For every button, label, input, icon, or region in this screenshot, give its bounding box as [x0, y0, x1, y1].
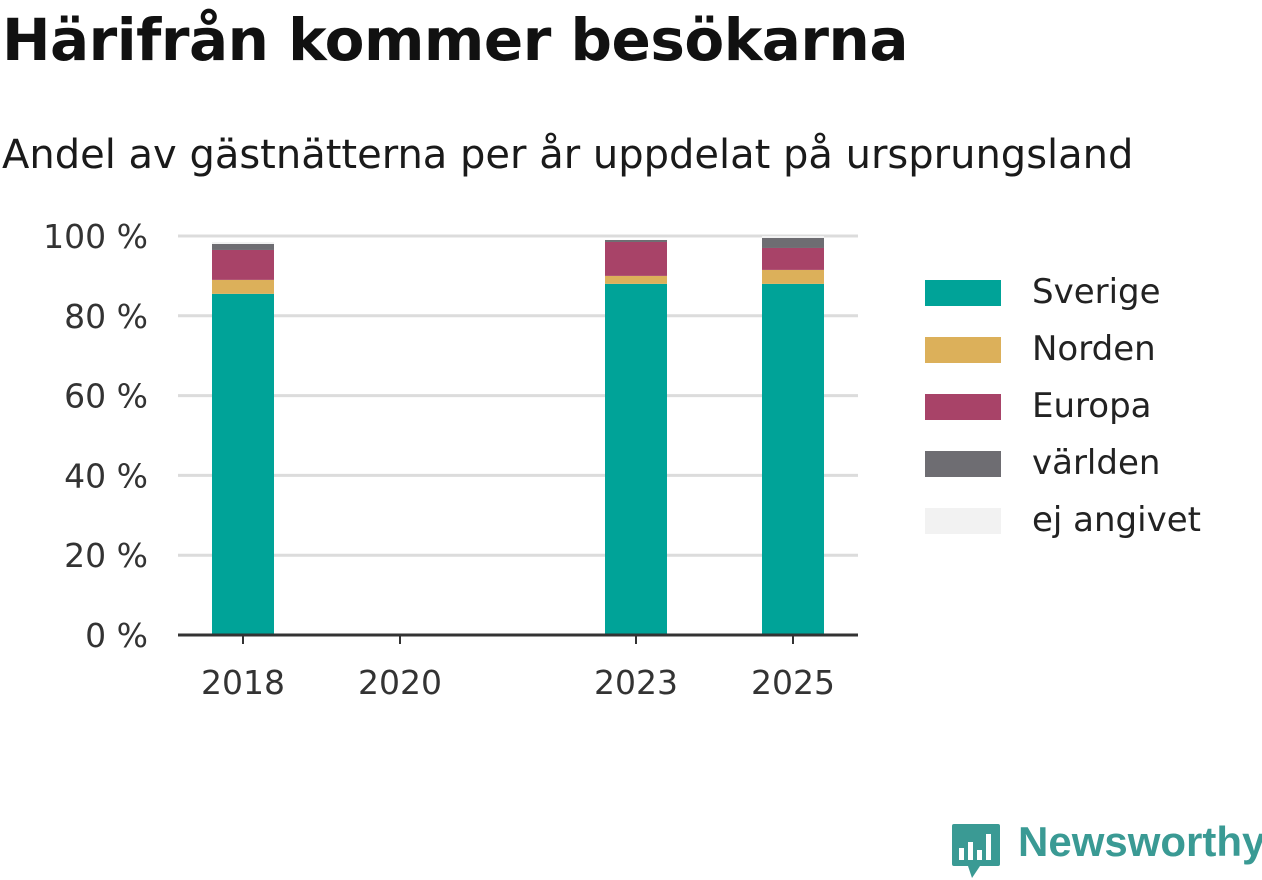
bar-segment-världen-2018	[212, 243, 274, 250]
bar-segment-norden-2025	[762, 269, 824, 284]
x-tick-label: 2023	[594, 663, 678, 702]
bar-segment-europa-2023	[605, 241, 667, 276]
legend-label: världen	[1032, 443, 1161, 483]
legend-swatch	[925, 337, 1001, 363]
bar-segment-europa-2025	[762, 247, 824, 270]
chart-title: Härifrån kommer besökarna	[2, 6, 908, 74]
bar-segment-norden-2023	[605, 275, 667, 284]
bar-segment-europa-2018	[212, 249, 274, 280]
bar-segment-ej-angivet-2025	[762, 236, 824, 238]
legend-swatch	[925, 394, 1001, 420]
legend-label: Sverige	[1032, 272, 1161, 312]
y-tick-label: 100 %	[43, 217, 148, 256]
legend-label: Europa	[1032, 386, 1152, 426]
bar-segment-sverige-2025	[762, 283, 824, 635]
y-tick-label: 20 %	[64, 536, 148, 575]
legend-swatch	[925, 508, 1001, 534]
y-tick-label: 40 %	[64, 456, 148, 495]
chart-subtitle: Andel av gästnätterna per år uppdelat på…	[2, 132, 1134, 178]
bar-segment-världen-2025	[762, 237, 824, 248]
y-tick-label: 0 %	[85, 616, 148, 655]
bar-segment-sverige-2023	[605, 283, 667, 635]
bar-segment-norden-2018	[212, 279, 274, 294]
bar-segment-ej-angivet-2018	[212, 241, 274, 244]
legend-label: Norden	[1032, 329, 1156, 369]
legend-label: ej angivet	[1032, 500, 1201, 540]
x-tick-label: 2020	[358, 663, 442, 702]
y-tick-label: 60 %	[64, 377, 148, 416]
brand-name: Newsworthy	[1018, 818, 1262, 865]
legend-swatch	[925, 280, 1001, 306]
x-tick-label: 2025	[751, 663, 835, 702]
bar-chart-speech-bubble-icon	[952, 824, 1000, 878]
bar-segment-sverige-2018	[212, 293, 274, 635]
legend-swatch	[925, 451, 1001, 477]
x-tick-label: 2018	[201, 663, 285, 702]
bar-segment-världen-2023	[605, 239, 667, 242]
y-tick-label: 80 %	[64, 297, 148, 336]
